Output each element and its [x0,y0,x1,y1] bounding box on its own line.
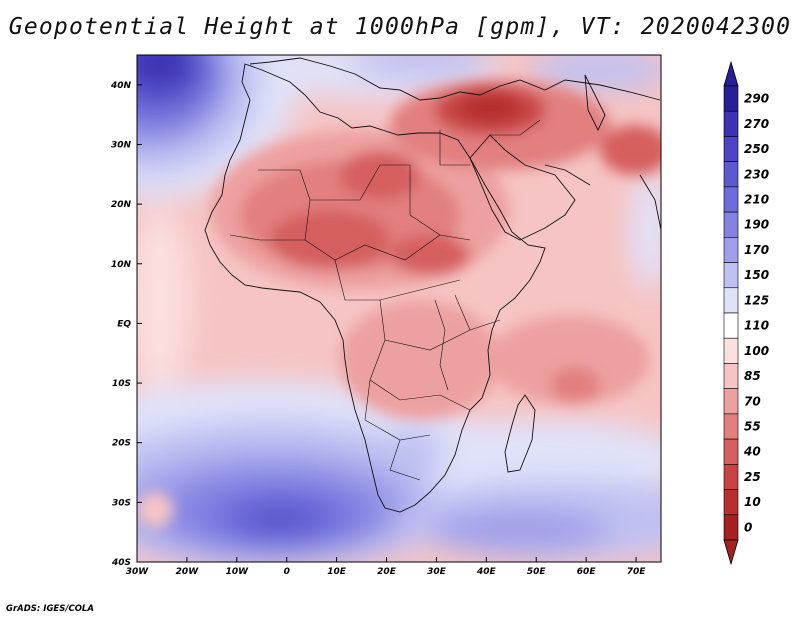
colorbar-level-label: 290 [744,92,769,106]
colorbar-swatch [723,413,739,440]
colorbar-level-label: 150 [744,268,769,282]
lat-tick-label: 20S [112,439,131,449]
colorbar-min-arrow [723,539,739,566]
colorbar-swatch [723,337,739,364]
plot-frame [136,54,662,563]
colorbar-level-label: 40 [743,445,761,459]
colorbar-level-label: 230 [744,167,769,181]
colorbar-level-label: 190 [744,218,769,232]
colorbar-swatch [723,287,739,314]
colorbar-swatch [723,110,739,137]
lon-tick-label: 0 [284,567,290,577]
colorbar-swatch [723,388,739,415]
colorbar-max-arrow [723,60,739,87]
lon-tick-label: 20W [176,567,200,577]
lon-tick-label: 20E [377,567,397,577]
lat-tick-label: 40N [110,81,132,91]
colorbar-swatch [723,489,739,516]
lon-tick-label: 40E [476,567,497,577]
shaded-field [137,55,661,562]
colorbar-level-label: 85 [744,369,761,383]
lat-tick-label: 30N [111,140,132,150]
lat-tick-label: 10N [111,260,132,270]
lon-tick-label: 10W [226,567,250,577]
colorbar-level-label: 110 [744,319,769,333]
lon-tick-label: 70E [627,567,647,577]
lat-tick-label: EQ [117,319,131,329]
colorbar-swatch [723,438,739,465]
latitude-axis: 40N 30N 20N 10N EQ 10S 20S 30S 40S [110,81,142,568]
lat-tick-label: 10S [112,379,131,389]
colorbar-level-label: 170 [744,243,769,257]
lat-tick-label: 30S [112,498,131,508]
coastlines [204,57,661,513]
colorbar-level-label: 125 [744,293,769,307]
colorbar-level-label: 210 [744,193,769,207]
country-borders [229,119,541,481]
lat-tick-label: 40S [111,558,131,568]
colorbar-level-label: 0 [744,520,752,534]
colorbar-level-label: 250 [744,142,769,156]
longitude-axis: 30W 20W 10W 0 10E 20E 30E 40E 50E 60E 70E [126,557,646,577]
colorbar-swatch [723,136,739,162]
lat-tick-label: 20N [111,200,132,210]
colorbar-swatch [723,262,739,289]
colorbar-swatch [723,211,739,238]
colorbar-swatch [723,363,739,389]
colorbar-swatch [723,312,739,339]
grads-credit: GrADS: IGES/COLA [6,604,94,614]
colorbar-swatch [723,161,739,188]
colorbar: 2902702502302101901701501251101008570554… [723,60,769,566]
lon-tick-label: 60E [577,567,597,577]
colorbar-swatch [723,237,739,263]
colorbar-swatch [723,85,739,112]
colorbar-level-label: 270 [744,117,769,131]
colorbar-swatch [723,464,739,490]
map-title: Geopotential Height at 1000hPa [gpm], VT… [8,14,792,40]
colorbar-swatch [723,514,739,541]
colorbar-level-label: 10 [744,495,761,509]
lon-tick-label: 30W [126,567,150,577]
colorbar-level-label: 100 [744,344,769,358]
lon-tick-label: 30E [427,567,447,577]
colorbar-level-label: 55 [744,420,761,434]
high-pressure-areas [137,55,661,562]
colorbar-swatch [723,186,739,213]
lon-tick-label: 50E [527,567,547,577]
colorbar-level-label: 70 [744,394,761,408]
lon-tick-label: 10E [327,567,347,577]
colorbar-level-label: 25 [744,470,761,484]
